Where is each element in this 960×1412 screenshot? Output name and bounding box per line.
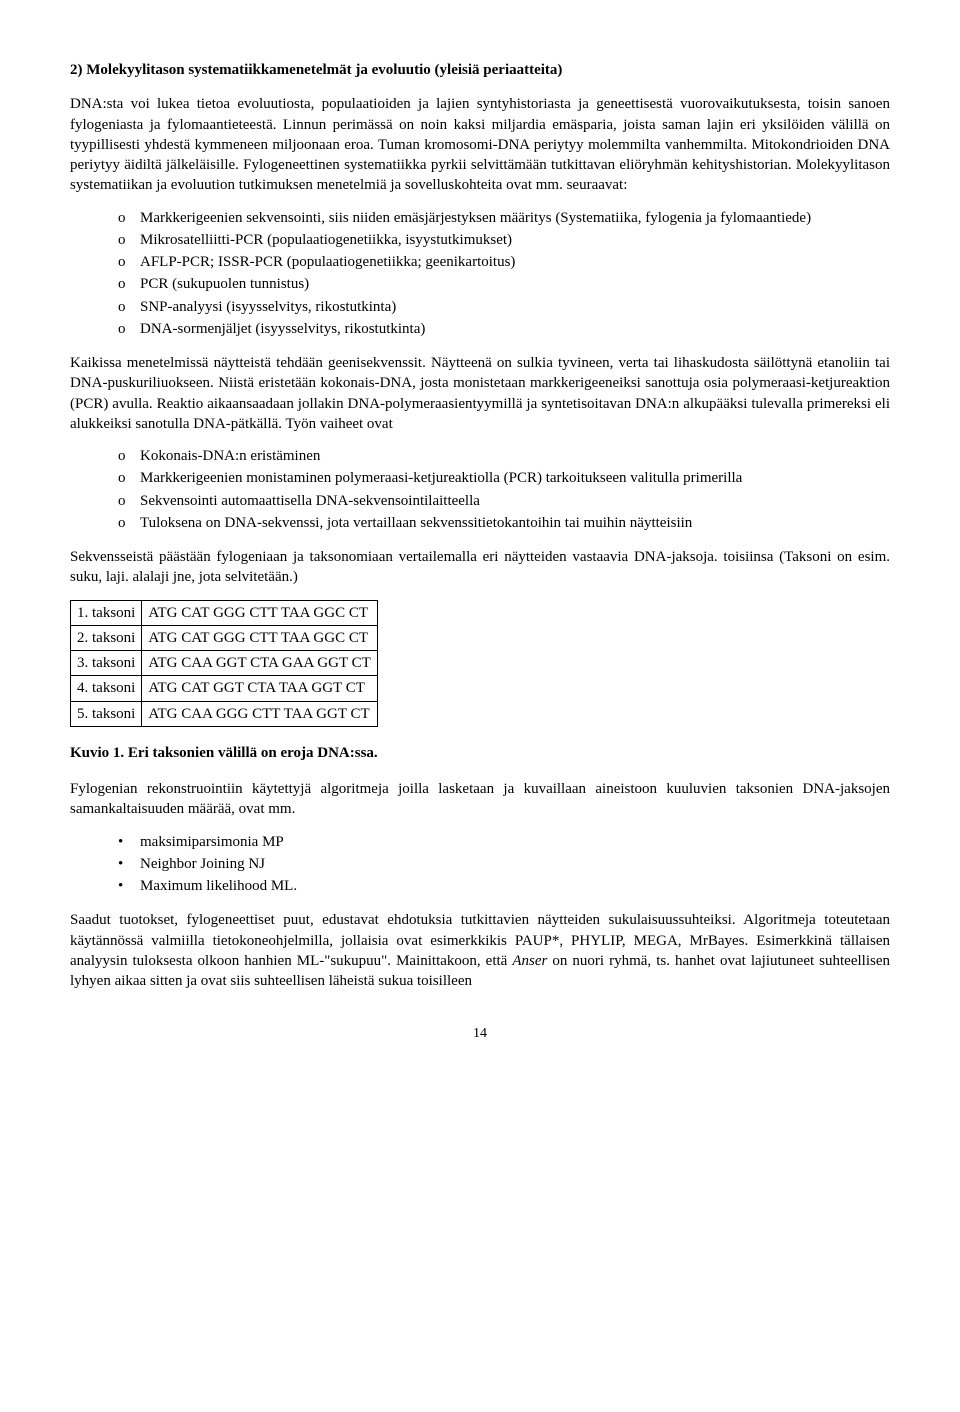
- section-title: 2) Molekyylitason systematiikkamenetelmä…: [70, 60, 890, 80]
- list-item: AFLP-PCR; ISSR-PCR (populaatiogenetiikka…: [118, 252, 890, 272]
- table-row: 1. taksoni ATG CAT GGG CTT TAA GGC CT: [71, 600, 378, 625]
- list-item: Kokonais-DNA:n eristäminen: [118, 446, 890, 466]
- list-item: Markkerigeenien sekvensointi, siis niide…: [118, 208, 890, 228]
- table-cell-taxon: 1. taksoni: [71, 600, 142, 625]
- page-number: 14: [70, 1025, 890, 1044]
- list-item: Neighbor Joining NJ: [118, 854, 890, 874]
- list-item: SNP-analyysi (isyysselvitys, rikostutkin…: [118, 297, 890, 317]
- final-paragraph: Saadut tuotokset, fylogeneettiset puut, …: [70, 910, 890, 991]
- table-cell-seq: ATG CAA GGG CTT TAA GGT CT: [142, 701, 377, 726]
- table-cell-seq: ATG CAT GGG CTT TAA GGC CT: [142, 625, 377, 650]
- table-row: 4. taksoni ATG CAT GGT CTA TAA GGT CT: [71, 676, 378, 701]
- methods-list: Markkerigeenien sekvensointi, siis niide…: [70, 208, 890, 340]
- table-row: 2. taksoni ATG CAT GGG CTT TAA GGC CT: [71, 625, 378, 650]
- work-steps-list: Kokonais-DNA:n eristäminen Markkerigeeni…: [70, 446, 890, 533]
- sequence-table: 1. taksoni ATG CAT GGG CTT TAA GGC CT 2.…: [70, 600, 378, 727]
- table-cell-taxon: 2. taksoni: [71, 625, 142, 650]
- figure-caption: Kuvio 1. Eri taksonien välillä on eroja …: [70, 743, 890, 763]
- table-cell-seq: ATG CAT GGT CTA TAA GGT CT: [142, 676, 377, 701]
- methods-paragraph: Kaikissa menetelmissä näytteistä tehdään…: [70, 353, 890, 434]
- list-item: Markkerigeenien monistaminen polymeraasi…: [118, 468, 890, 488]
- algorithms-list: maksimiparsimonia MP Neighbor Joining NJ…: [70, 832, 890, 897]
- list-item: Mikrosatelliitti-PCR (populaatiogenetiik…: [118, 230, 890, 250]
- table-row: 5. taksoni ATG CAA GGG CTT TAA GGT CT: [71, 701, 378, 726]
- table-cell-taxon: 5. taksoni: [71, 701, 142, 726]
- list-item: DNA-sormenjäljet (isyysselvitys, rikostu…: [118, 319, 890, 339]
- list-item: PCR (sukupuolen tunnistus): [118, 274, 890, 294]
- table-cell-taxon: 3. taksoni: [71, 651, 142, 676]
- final-text-italic: Anser: [512, 953, 547, 969]
- list-item: Sekvensointi automaattisella DNA-sekvens…: [118, 491, 890, 511]
- table-cell-seq: ATG CAA GGT CTA GAA GGT CT: [142, 651, 377, 676]
- table-cell-taxon: 4. taksoni: [71, 676, 142, 701]
- table-row: 3. taksoni ATG CAA GGT CTA GAA GGT CT: [71, 651, 378, 676]
- list-item: Maximum likelihood ML.: [118, 876, 890, 896]
- table-cell-seq: ATG CAT GGG CTT TAA GGC CT: [142, 600, 377, 625]
- phylogeny-paragraph: Fylogenian rekonstruointiin käytettyjä a…: [70, 779, 890, 820]
- intro-paragraph: DNA:sta voi lukea tietoa evoluutiosta, p…: [70, 94, 890, 195]
- sequences-intro: Sekvensseistä päästään fylogeniaan ja ta…: [70, 547, 890, 588]
- list-item: maksimiparsimonia MP: [118, 832, 890, 852]
- list-item: Tuloksena on DNA-sekvenssi, jota vertail…: [118, 513, 890, 533]
